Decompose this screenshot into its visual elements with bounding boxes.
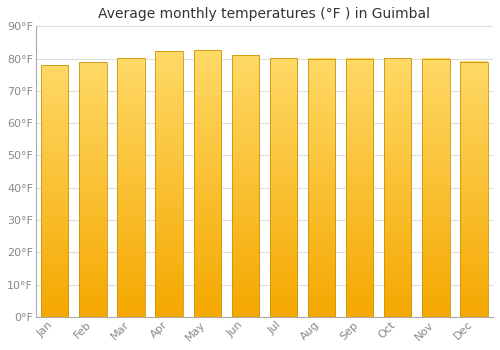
Bar bbox=[194, 50, 221, 317]
Bar bbox=[308, 58, 336, 317]
Bar bbox=[156, 51, 183, 317]
Bar bbox=[232, 55, 259, 317]
Bar bbox=[270, 58, 297, 317]
Bar bbox=[384, 58, 411, 317]
Bar bbox=[79, 62, 106, 317]
Bar bbox=[460, 62, 487, 317]
Bar bbox=[118, 58, 144, 317]
Bar bbox=[346, 58, 374, 317]
Bar bbox=[41, 65, 68, 317]
Title: Average monthly temperatures (°F ) in Guimbal: Average monthly temperatures (°F ) in Gu… bbox=[98, 7, 430, 21]
Bar bbox=[422, 58, 450, 317]
